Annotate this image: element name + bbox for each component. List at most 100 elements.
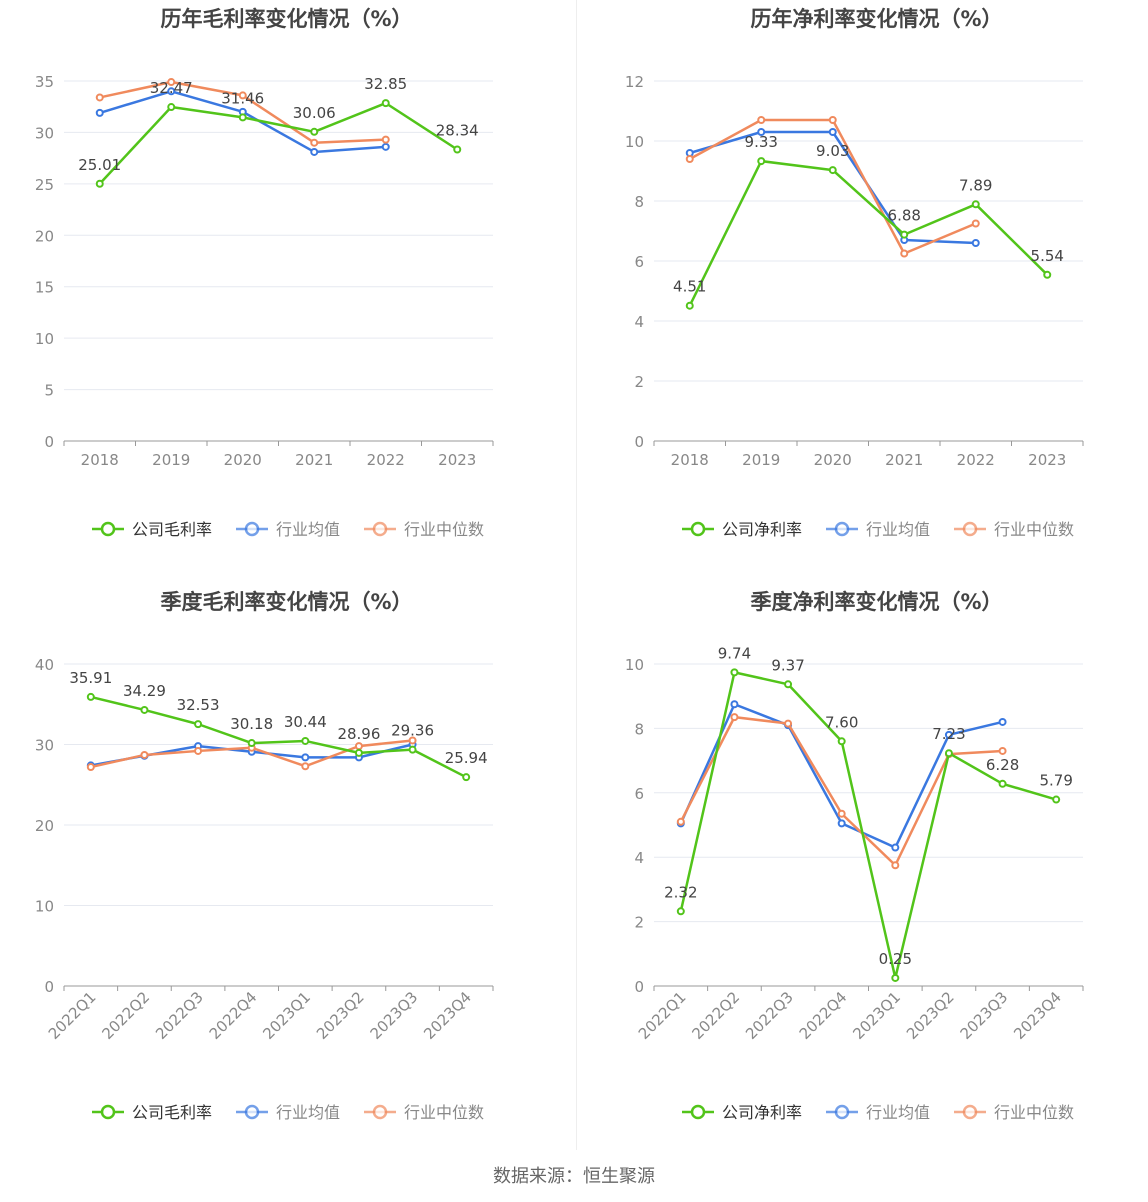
- legend-item-median[interactable]: 行业中位数: [364, 520, 484, 539]
- legend-marker-icon: [244, 521, 260, 537]
- data-point-median[interactable]: [381, 135, 390, 144]
- data-point-company[interactable]: [900, 230, 909, 239]
- legend-item-avg[interactable]: 行业均值: [826, 520, 930, 539]
- data-point-company[interactable]: [1052, 795, 1061, 804]
- data-point-company[interactable]: [730, 668, 739, 677]
- data-point-company[interactable]: [408, 745, 417, 754]
- data-point-avg[interactable]: [95, 108, 104, 117]
- data-point-median[interactable]: [140, 750, 149, 759]
- data-point-company[interactable]: [998, 779, 1007, 788]
- data-source-note: 数据来源：恒生聚源: [493, 1166, 655, 1187]
- y-tick-label: 0: [44, 433, 54, 451]
- data-point-company[interactable]: [238, 113, 247, 122]
- data-point-median[interactable]: [998, 746, 1007, 755]
- data-label: 30.44: [284, 713, 327, 731]
- data-point-median[interactable]: [837, 809, 846, 818]
- chart-svg: 季度毛利率变化情况（%）0102030402022Q12022Q22022Q32…: [35, 590, 494, 1122]
- y-tick-label: 10: [625, 656, 644, 674]
- legend-item-median[interactable]: 行业中位数: [954, 520, 1074, 539]
- data-point-avg[interactable]: [167, 87, 176, 96]
- data-point-avg[interactable]: [837, 819, 846, 828]
- data-label: 0.25: [879, 950, 912, 968]
- series-line-company: [90, 695, 467, 779]
- data-point-company[interactable]: [944, 749, 953, 758]
- data-point-company[interactable]: [167, 103, 176, 112]
- y-tick-label: 6: [634, 253, 644, 271]
- data-label: 32.53: [177, 696, 220, 714]
- data-point-median[interactable]: [95, 93, 104, 102]
- y-tick-label: 8: [634, 193, 644, 211]
- data-point-avg[interactable]: [757, 128, 766, 136]
- legend-item-avg[interactable]: 行业均值: [236, 520, 340, 539]
- legend-item-company[interactable]: 公司毛利率: [92, 1103, 212, 1122]
- data-point-company[interactable]: [301, 736, 310, 745]
- y-tick-label: 0: [44, 978, 54, 996]
- legend-item-company[interactable]: 公司毛利率: [92, 520, 212, 539]
- legend-item-company[interactable]: 公司净利率: [682, 1103, 802, 1122]
- data-point-median[interactable]: [194, 746, 203, 755]
- data-point-company[interactable]: [95, 179, 104, 188]
- data-label: 7.23: [932, 725, 965, 743]
- data-point-company[interactable]: [1043, 270, 1052, 279]
- data-point-avg[interactable]: [944, 730, 953, 739]
- data-label: 32.47: [150, 79, 193, 97]
- data-label: 5.54: [1031, 247, 1064, 265]
- data-point-median[interactable]: [238, 91, 247, 100]
- data-point-median[interactable]: [86, 763, 95, 772]
- data-point-avg[interactable]: [730, 700, 739, 709]
- legend-label: 公司净利率: [722, 1103, 802, 1122]
- data-point-avg[interactable]: [310, 147, 319, 156]
- data-point-company[interactable]: [891, 973, 900, 982]
- data-point-company[interactable]: [676, 907, 685, 916]
- legend-item-avg[interactable]: 行业均值: [826, 1103, 930, 1122]
- legend-item-median[interactable]: 行业中位数: [954, 1103, 1074, 1122]
- data-point-avg[interactable]: [971, 239, 980, 247]
- legend-item-median[interactable]: 行业中位数: [364, 1103, 484, 1122]
- data-point-median[interactable]: [354, 742, 363, 751]
- data-point-median[interactable]: [408, 736, 417, 745]
- data-point-company[interactable]: [310, 127, 319, 136]
- data-point-avg[interactable]: [891, 843, 900, 852]
- data-point-company[interactable]: [971, 200, 980, 209]
- data-point-company[interactable]: [354, 748, 363, 757]
- chart-svg: 历年毛利率变化情况（%） 0 5 10 15 20 25 30 35 2018 2019 2020 20…: [35, 7, 494, 539]
- data-point-company[interactable]: [247, 739, 256, 748]
- data-point-median[interactable]: [301, 762, 310, 771]
- legend-label: 行业均值: [276, 520, 340, 539]
- data-point-company[interactable]: [828, 166, 837, 175]
- y-tick-label: 2: [634, 373, 644, 391]
- data-point-median[interactable]: [891, 861, 900, 870]
- data-point-company[interactable]: [381, 99, 390, 108]
- data-point-median[interactable]: [685, 155, 694, 163]
- data-point-median[interactable]: [310, 138, 319, 147]
- data-label: 9.03: [816, 142, 849, 160]
- data-point-avg[interactable]: [828, 128, 837, 136]
- chart-title: 季度净利率变化情况（%）: [750, 590, 1002, 614]
- data-point-company[interactable]: [453, 145, 462, 154]
- data-point-avg[interactable]: [998, 717, 1007, 726]
- data-point-median[interactable]: [167, 78, 176, 87]
- y-tick-label: 20: [35, 227, 54, 245]
- data-point-median[interactable]: [676, 817, 685, 826]
- data-point-company[interactable]: [837, 737, 846, 746]
- data-point-company[interactable]: [784, 680, 793, 689]
- x-tick-label: 2023Q2: [313, 988, 368, 1043]
- data-point-company[interactable]: [86, 692, 95, 701]
- legend-item-avg[interactable]: 行业均值: [236, 1103, 340, 1122]
- data-point-company[interactable]: [462, 773, 471, 782]
- data-point-company[interactable]: [757, 157, 766, 166]
- data-point-median[interactable]: [971, 219, 980, 228]
- legend-item-company[interactable]: 公司净利率: [682, 520, 802, 539]
- data-point-avg[interactable]: [301, 753, 310, 762]
- data-point-median[interactable]: [900, 249, 909, 258]
- data-point-median[interactable]: [784, 719, 793, 728]
- data-point-avg[interactable]: [381, 142, 390, 151]
- x-tick-label: 2022Q2: [688, 988, 743, 1043]
- data-point-median[interactable]: [828, 116, 837, 124]
- data-label: 25.94: [445, 749, 488, 767]
- data-point-company[interactable]: [685, 301, 694, 310]
- data-point-company[interactable]: [194, 720, 203, 729]
- data-point-median[interactable]: [757, 116, 766, 124]
- data-point-company[interactable]: [140, 705, 149, 714]
- data-point-median[interactable]: [730, 713, 739, 722]
